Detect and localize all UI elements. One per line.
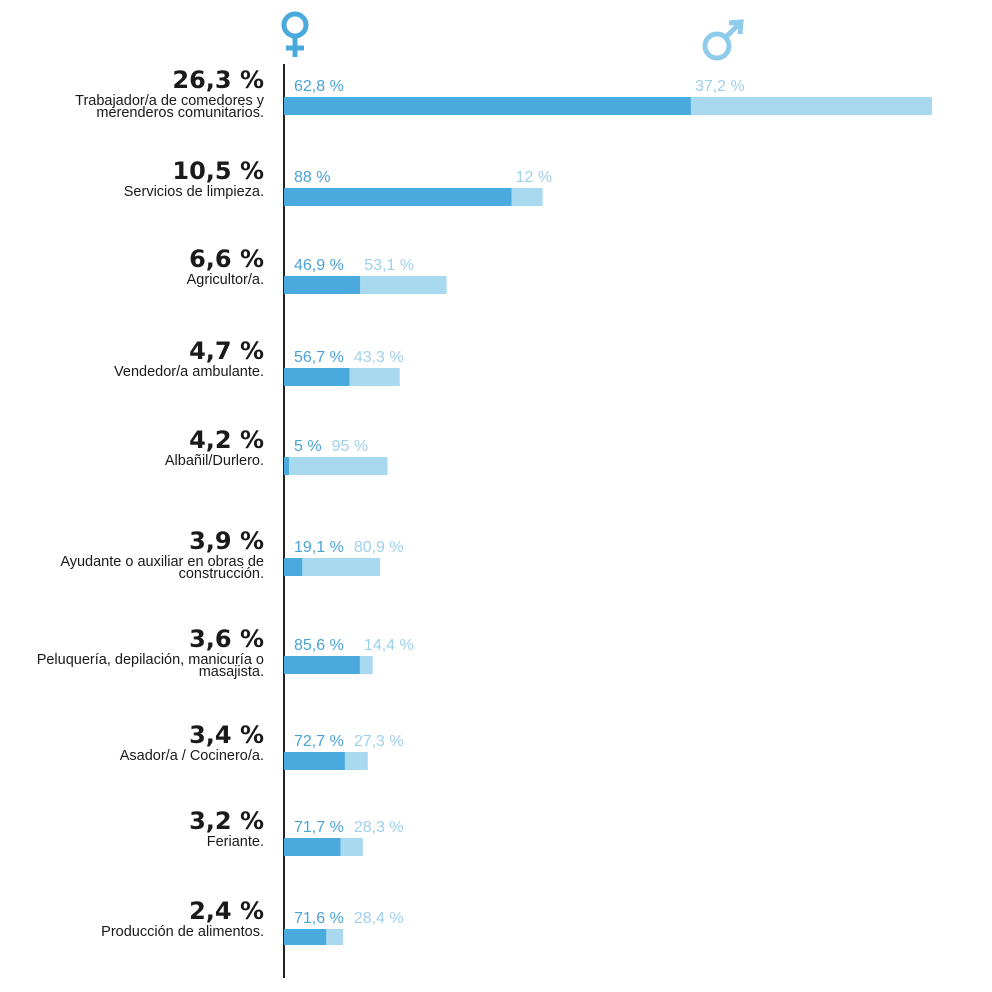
total-percent-label: 6,6 % (189, 245, 264, 273)
bar-female (284, 656, 360, 674)
female-percent-label: 72,7 % (294, 733, 344, 750)
bar-female (284, 752, 345, 770)
category-label: merenderos comunitarios. (96, 105, 264, 121)
chart-row: 85,6 % 14,4 % 3,6 %Peluquería, depilación,… (37, 625, 414, 680)
total-percent-label: 4,2 % (189, 426, 264, 454)
bar-female (284, 558, 303, 576)
total-percent-label: 26,3 % (172, 66, 264, 94)
bar-female (284, 368, 350, 386)
total-percent-label: 3,6 % (189, 625, 264, 653)
total-percent-label: 4,7 % (189, 337, 264, 365)
female-percent-label: 71,7 % (294, 819, 344, 836)
chart-row: 19,1 % 80,9 % 3,9 %Ayudante o auxiliar en … (60, 527, 403, 582)
category-label: Albañil/Durlero. (165, 453, 264, 469)
female-percent-label: 85,6 % (294, 637, 344, 654)
male-percent-label: 95 % (332, 438, 368, 455)
chart-row: 88 % 12 % 10,5 %Servicios de limpieza. (124, 157, 552, 206)
category-label: Peluquería, depilación, manicuría o (37, 652, 264, 668)
bar-male (344, 752, 368, 770)
bar-female (284, 97, 691, 115)
category-label: masajista. (199, 664, 264, 680)
category-label: Servicios de limpieza. (124, 184, 264, 200)
category-label: Feriante. (207, 834, 264, 850)
chart-row: 71,7 % 28,3 % 3,2 %Feriante. (189, 807, 404, 856)
male-percent-label: 14,4 % (364, 637, 414, 654)
bar-female (284, 188, 512, 206)
male-percent-label: 43,3 % (354, 349, 404, 366)
category-label: Trabajador/a de comedores y (75, 93, 265, 109)
bar-female (284, 276, 361, 294)
female-percent-label: 5 % (294, 438, 322, 455)
male-percent-label: 12 % (516, 169, 552, 186)
category-label: Agricultor/a. (187, 272, 264, 288)
bar-male (289, 457, 388, 475)
total-percent-label: 10,5 % (172, 157, 264, 185)
category-label: construcción. (179, 566, 264, 582)
category-label: Vendedor/a ambulante. (114, 364, 264, 380)
chart-row: 71,6 % 28,4 % 2,4 %Producción de alimentos… (101, 897, 404, 945)
male-percent-label: 28,3 % (354, 819, 404, 836)
total-percent-label: 3,9 % (189, 527, 264, 555)
female-symbol-icon (281, 11, 309, 57)
male-percent-label: 53,1 % (364, 257, 414, 274)
bar-male (340, 838, 363, 856)
bar-male (690, 97, 932, 115)
total-percent-label: 2,4 % (189, 897, 264, 925)
chart-rows: 62,8 % 37,2 % 26,3 %Trabajador/a de comedo… (37, 66, 932, 945)
male-percent-label: 37,2 % (695, 78, 745, 95)
chart-row: 5 % 95 % 4,2 %Albañil/Durlero. (165, 426, 388, 475)
male-percent-label: 28,4 % (354, 910, 404, 927)
bar-female (284, 457, 290, 475)
female-percent-label: 19,1 % (294, 539, 344, 556)
female-percent-label: 71,6 % (294, 910, 344, 927)
female-percent-label: 56,7 % (294, 349, 344, 366)
chart-row: 46,9 % 53,1 % 6,6 %Agricultor/a. (187, 245, 447, 294)
bar-male (359, 656, 373, 674)
total-percent-label: 3,4 % (189, 721, 264, 749)
category-label: Asador/a / Cocinero/a. (120, 748, 264, 764)
bar-female (284, 838, 341, 856)
bar-male (511, 188, 543, 206)
legend-icons (281, 11, 744, 61)
total-percent-label: 3,2 % (189, 807, 264, 835)
category-label: Producción de alimentos. (101, 924, 264, 940)
male-percent-label: 80,9 % (354, 539, 404, 556)
female-percent-label: 62,8 % (294, 78, 344, 95)
male-symbol-icon (702, 19, 744, 61)
bar-male (349, 368, 400, 386)
male-percent-label: 27,3 % (354, 733, 404, 750)
female-percent-label: 46,9 % (294, 257, 344, 274)
chart-row: 72,7 % 27,3 % 3,4 %Asador/a / Cocinero/a. (120, 721, 404, 770)
female-percent-label: 88 % (294, 169, 330, 186)
category-label: Ayudante o auxiliar en obras de (60, 554, 264, 570)
bar-male (360, 276, 447, 294)
chart-row: 62,8 % 37,2 % 26,3 %Trabajador/a de comedo… (75, 66, 932, 121)
bar-male (326, 929, 344, 945)
bar-male (302, 558, 381, 576)
chart-row: 56,7 % 43,3 % 4,7 %Vendedor/a ambulante. (114, 337, 404, 386)
bar-female (284, 929, 327, 945)
